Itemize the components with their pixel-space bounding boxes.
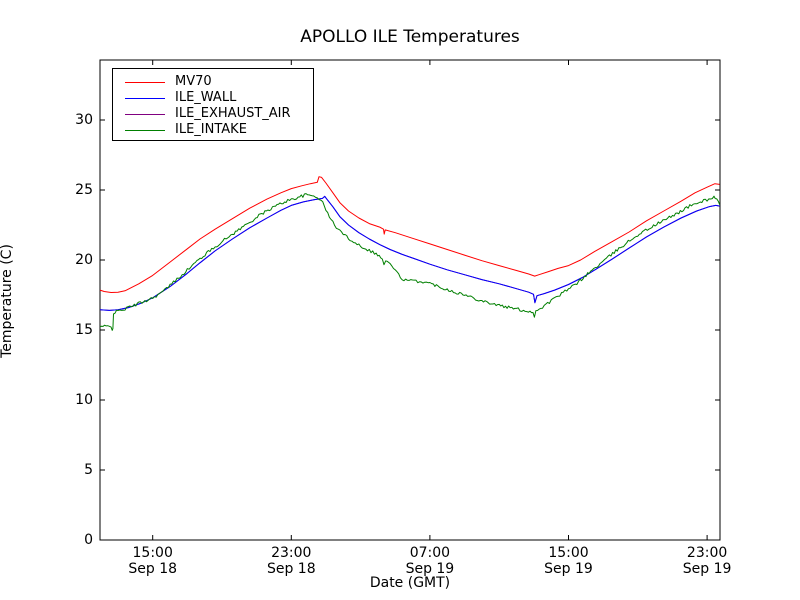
legend-line-sample-mv70 [125,81,165,83]
series-line-ile_wall [99,195,720,311]
legend-line-sample-ile-exhaust-air [125,113,165,115]
legend-item: ILE_WALL [113,90,313,106]
legend-item: MV70 [113,74,313,90]
axes-frame [99,59,721,541]
legend-line-sample-ile-wall [125,97,165,99]
y-axis-label: Temperature (C) [0,244,15,358]
series-line-ile_exhaust_air [99,195,720,311]
y-tick-label: 25 [75,182,93,198]
y-tick-label: 20 [75,252,93,268]
legend-label: ILE_INTAKE [175,122,247,137]
y-tick-label: 0 [84,532,93,548]
x-tick-label: 23:00 Sep 19 [682,545,732,577]
x-tick-label: 15:00 Sep 19 [544,545,593,577]
chart-title: APOLLO ILE Temperatures [300,27,520,47]
y-tick-label: 10 [75,392,93,408]
y-tick-label: 15 [75,322,93,338]
legend-item: ILE_EXHAUST_AIR [113,106,313,122]
legend-line-sample-ile-intake [125,129,165,131]
y-tick-label: 30 [75,112,93,128]
series-line-ile_intake [99,193,721,331]
y-tick-label: 5 [84,462,93,478]
legend-label: MV70 [175,74,212,89]
series-line-mv70 [99,176,720,293]
legend-item: ILE_INTAKE [113,122,313,138]
legend-label: ILE_EXHAUST_AIR [175,106,291,121]
x-axis-label: Date (GMT) [369,575,451,591]
legend: MV70 ILE_WALL ILE_EXHAUST_AIR ILE_INTAKE [112,68,314,141]
x-tick-label: 15:00 Sep 18 [128,545,178,577]
legend-label: ILE_WALL [175,90,237,105]
x-tick-label: 07:00 Sep 19 [405,545,455,577]
x-tick-label: 23:00 Sep 18 [266,545,316,577]
